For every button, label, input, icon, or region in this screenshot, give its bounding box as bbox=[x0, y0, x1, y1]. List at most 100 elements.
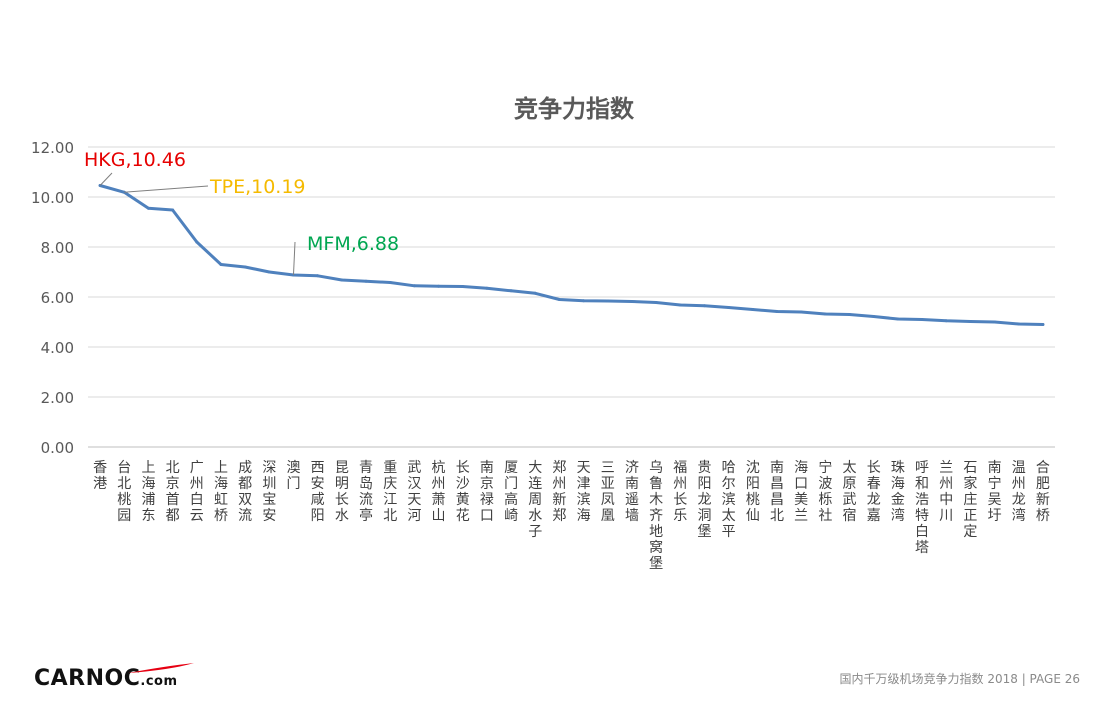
data-point bbox=[388, 281, 392, 284]
x-tick-label: 大连周水子 bbox=[528, 460, 542, 540]
data-point bbox=[219, 263, 223, 266]
x-tick-label: 青岛流亭 bbox=[359, 460, 373, 524]
y-tick-label: 4.00 bbox=[41, 339, 74, 357]
x-tick-label: 太原武宿 bbox=[843, 460, 857, 524]
data-point bbox=[582, 299, 586, 303]
gridlines bbox=[88, 146, 1055, 448]
y-tick-label: 12.00 bbox=[31, 139, 74, 157]
data-point bbox=[557, 298, 561, 301]
logo-suffix-text: .com bbox=[140, 674, 178, 689]
x-tick-label: 澳门 bbox=[286, 460, 300, 492]
annotation-label: TPE,10.19 bbox=[209, 176, 306, 198]
x-tick-label: 南宁吴圩 bbox=[988, 460, 1002, 524]
annotations: HKG,10.46 TPE,10.19 MFM,6.88 bbox=[84, 149, 399, 276]
data-point bbox=[702, 304, 706, 308]
x-tick-label: 成都双流 bbox=[238, 460, 252, 524]
y-tick-label: 6.00 bbox=[41, 289, 74, 307]
carnoc-logo: CARNOC.com bbox=[34, 663, 194, 691]
x-tick-label: 贵阳龙洞堡 bbox=[697, 460, 711, 540]
x-tick-label: 南京禄口 bbox=[480, 460, 494, 524]
x-tick-label: 石家庄正定 bbox=[963, 460, 977, 540]
x-tick-label: 温州龙湾 bbox=[1012, 460, 1026, 524]
logo-brand-text: CARNOC bbox=[34, 666, 141, 691]
y-tick-label: 2.00 bbox=[41, 389, 74, 407]
data-point bbox=[896, 317, 900, 321]
data-point bbox=[606, 299, 610, 303]
x-tick-label: 台北桃园 bbox=[117, 460, 131, 524]
data-point bbox=[1017, 322, 1021, 326]
data-point bbox=[171, 208, 175, 212]
y-tick-label: 0.00 bbox=[41, 439, 74, 457]
x-tick-label: 福州长乐 bbox=[673, 460, 687, 524]
x-tick-label: 兰州中川 bbox=[939, 460, 953, 524]
x-tick-label: 北京首都 bbox=[166, 460, 180, 524]
data-point bbox=[437, 284, 441, 288]
data-point bbox=[727, 306, 731, 309]
data-point bbox=[1041, 323, 1045, 326]
x-tick-label: 武汉天河 bbox=[407, 460, 421, 524]
data-point bbox=[920, 318, 924, 321]
data-point bbox=[654, 301, 658, 304]
chart-title: 竞争力指数 bbox=[514, 95, 635, 123]
x-tick-label: 西安咸阳 bbox=[311, 460, 325, 524]
x-tick-label: 厦门高崎 bbox=[504, 460, 518, 524]
data-point bbox=[243, 265, 247, 269]
data-point bbox=[968, 320, 972, 323]
x-tick-label: 呼和浩特白塔 bbox=[915, 460, 929, 556]
x-tick-label: 沈阳桃仙 bbox=[746, 460, 760, 524]
logo-swoosh-icon bbox=[128, 663, 194, 673]
series-polyline bbox=[98, 184, 1045, 326]
data-point bbox=[364, 279, 368, 283]
data-point bbox=[485, 286, 489, 290]
x-tick-label: 南昌昌北 bbox=[770, 460, 784, 524]
x-tick-label: 郑州新郑 bbox=[552, 460, 566, 524]
data-point bbox=[823, 312, 827, 316]
x-tick-label: 深圳宝安 bbox=[262, 460, 276, 524]
x-tick-label: 乌鲁木齐地窝堡 bbox=[649, 460, 663, 572]
data-point bbox=[340, 278, 344, 282]
data-point bbox=[872, 315, 876, 318]
x-tick-label: 广州白云 bbox=[190, 460, 204, 524]
data-point bbox=[993, 320, 997, 324]
data-point bbox=[509, 289, 513, 293]
data-point bbox=[316, 274, 320, 278]
data-point bbox=[751, 308, 755, 311]
x-tick-label: 合肥新桥 bbox=[1036, 460, 1050, 524]
data-point bbox=[848, 313, 852, 316]
x-tick-label: 三亚凤凰 bbox=[601, 460, 615, 524]
x-tick-label: 长春龙嘉 bbox=[867, 460, 881, 524]
annotation-leader bbox=[99, 172, 113, 186]
x-tick-label: 哈尔滨太平 bbox=[722, 460, 736, 540]
y-tick-label: 8.00 bbox=[41, 239, 74, 257]
series-line bbox=[98, 184, 1045, 326]
data-point bbox=[630, 300, 634, 303]
x-tick-label: 天津滨海 bbox=[577, 460, 591, 524]
annotation-leader bbox=[292, 241, 296, 276]
x-tick-label: 宁波栎社 bbox=[818, 459, 832, 524]
data-point bbox=[775, 310, 779, 313]
x-tick-label: 昆明长水 bbox=[335, 460, 349, 524]
x-tick-label: 济南遥墙 bbox=[625, 460, 639, 524]
x-tick-label: 长沙黄花 bbox=[456, 460, 470, 524]
x-tick-label: 香港 bbox=[93, 460, 107, 492]
footer-caption: 国内千万级机场竞争力指数 2018 | PAGE 26 bbox=[839, 672, 1080, 686]
data-point bbox=[799, 310, 803, 314]
annotation-label: HKG,10.46 bbox=[84, 149, 186, 171]
x-tick-label: 海口美兰 bbox=[794, 460, 808, 524]
x-tick-label: 珠海金湾 bbox=[891, 460, 905, 524]
data-point bbox=[195, 240, 199, 244]
x-tick-label: 上海浦东 bbox=[141, 460, 155, 524]
y-axis-ticks: 12.00 10.00 8.00 6.00 4.00 2.00 0.00 bbox=[31, 139, 74, 457]
x-axis-ticks: 香港台北桃园上海浦东北京首都广州白云上海虹桥成都双流深圳宝安澳门西安咸阳昆明长水… bbox=[93, 459, 1050, 572]
x-tick-label: 重庆江北 bbox=[383, 460, 397, 524]
x-tick-label: 上海虹桥 bbox=[214, 460, 228, 524]
data-point bbox=[267, 270, 271, 274]
annotation-leader bbox=[124, 185, 209, 193]
data-point bbox=[944, 319, 948, 323]
data-point bbox=[146, 206, 150, 210]
data-point bbox=[533, 291, 537, 295]
data-point bbox=[678, 303, 682, 307]
x-tick-label: 杭州萧山 bbox=[432, 460, 446, 524]
y-tick-label: 10.00 bbox=[31, 189, 74, 207]
